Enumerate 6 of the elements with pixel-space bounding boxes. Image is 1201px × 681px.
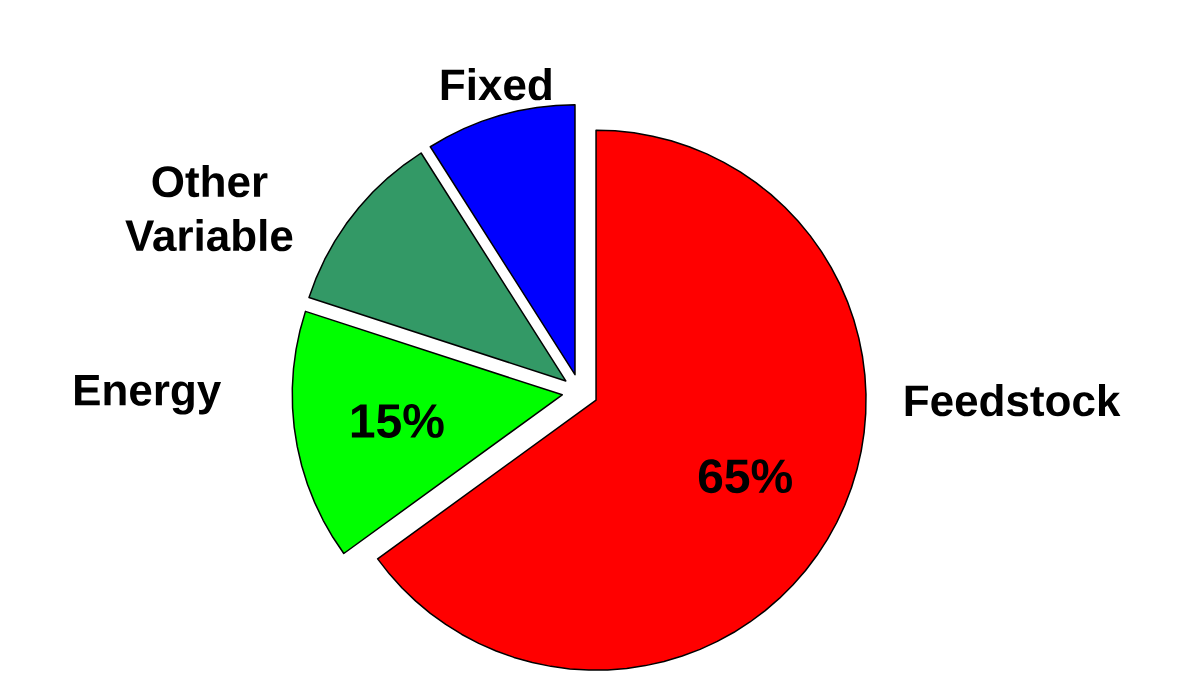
slice-label: Fixed <box>441 68 551 101</box>
slice-label: Feedstock <box>905 384 1121 417</box>
slice-label: Other Variable <box>125 164 293 252</box>
data-label: 65% <box>698 459 792 494</box>
data-label: 15% <box>351 404 444 438</box>
slice-label: Energy <box>75 375 222 415</box>
